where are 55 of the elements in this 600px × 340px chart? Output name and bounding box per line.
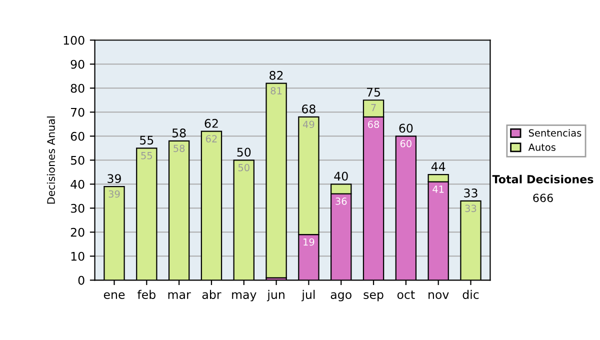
total-label: 82 [270, 70, 283, 80]
total-label: 44 [431, 162, 446, 171]
data-label: 41 [432, 186, 444, 193]
total-label: 40 [334, 172, 348, 181]
y-tick-label: 30 [70, 204, 84, 213]
data-label: 39 [108, 190, 120, 198]
y-tick-label: 60 [70, 132, 84, 141]
y-tick-label: 50 [70, 156, 84, 165]
x-tick-label: oct [397, 290, 415, 300]
x-tick-label: dic [462, 290, 479, 300]
y-tick-label: 80 [70, 84, 84, 93]
total-label: 33 [464, 188, 478, 198]
x-tick-label: jul [301, 290, 315, 302]
legend-label: Sentencias [528, 129, 582, 137]
y-tick-label: 0 [78, 276, 84, 285]
y-tick-label: 20 [70, 228, 84, 237]
total-label: 62 [204, 118, 218, 128]
total-label: 58 [172, 128, 186, 138]
data-label: 62 [206, 135, 217, 142]
legend-label: Autos [528, 144, 556, 151]
data-label: 7 [371, 104, 376, 112]
text: Total Decisiones [492, 174, 594, 184]
y-tick-label: 100 [64, 36, 84, 45]
data-label: 50 [238, 164, 250, 172]
bar [266, 82, 287, 278]
x-tick-label: nov [428, 292, 449, 300]
data-label: 49 [302, 120, 314, 128]
data-label: 81 [270, 87, 282, 94]
total-label: 50 [237, 148, 251, 157]
x-tick-label: may [232, 292, 256, 302]
data-label: 36 [336, 198, 347, 205]
data-label: 60 [400, 140, 412, 148]
total-label: 68 [302, 104, 316, 114]
text: 666 [533, 194, 553, 202]
total-label: 60 [399, 124, 413, 133]
y-axis-title: Decisiones Anual [46, 116, 55, 204]
total-label: 75 [366, 88, 380, 97]
x-tick-label: sep [364, 292, 384, 302]
total-label: 55 [140, 136, 154, 145]
data-label: 55 [141, 152, 152, 160]
y-tick-label: 70 [71, 108, 84, 117]
x-tick-label: feb [137, 290, 156, 300]
total-label: 39 [108, 174, 121, 184]
y-tick-label: 10 [71, 252, 84, 261]
x-tick-label: abr [202, 290, 222, 300]
x-tick-label: mar [168, 292, 191, 300]
x-tick-label: jun [266, 290, 284, 302]
y-tick-label: 40 [70, 180, 84, 189]
data-label: 58 [174, 144, 185, 152]
data-label: 33 [465, 204, 476, 212]
data-label: 19 [304, 238, 314, 246]
y-tick-label: 90 [70, 60, 84, 69]
x-tick-label: ene [104, 292, 125, 300]
data-label: 68 [368, 120, 380, 128]
x-tick-label: ago [330, 292, 352, 302]
